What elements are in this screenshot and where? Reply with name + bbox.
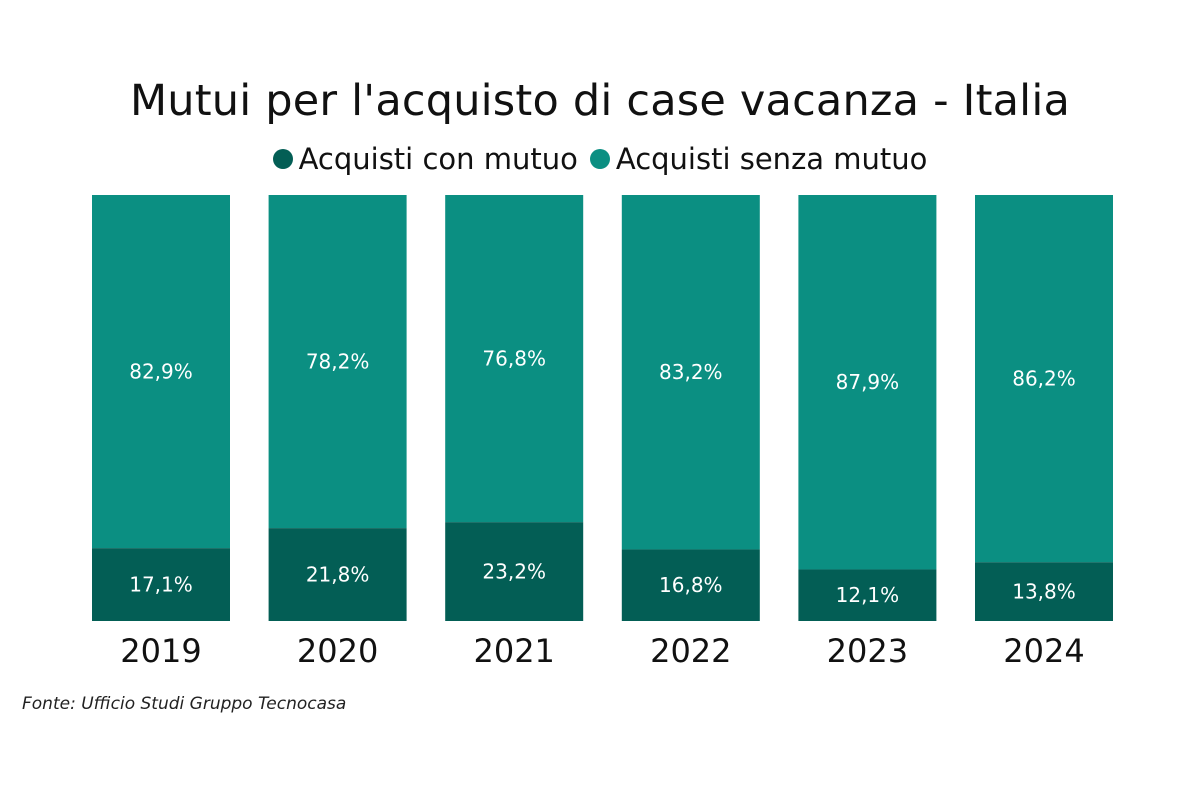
- data-label-senza-mutuo-2020: 78,2%: [306, 350, 370, 374]
- legend-label-senza-mutuo: Acquisti senza mutuo: [615, 142, 928, 176]
- x-tick-label-2022: 2022: [650, 632, 731, 670]
- data-label-con-mutuo-2020: 21,8%: [306, 563, 370, 587]
- legend-marker-senza-mutuo: [589, 149, 610, 169]
- data-label-con-mutuo-2019: 17,1%: [129, 573, 193, 597]
- data-label-con-mutuo-2023: 12,1%: [836, 583, 900, 607]
- bar-senza-mutuo-2019: [92, 195, 230, 549]
- bar-con-mutuo-2021: [445, 522, 584, 621]
- data-label-con-mutuo-2021: 23,2%: [482, 560, 546, 584]
- bar-con-mutuo-2022: [621, 549, 760, 621]
- x-tick-label-2021: 2021: [473, 632, 554, 670]
- data-label-senza-mutuo-2024: 86,2%: [1012, 367, 1076, 391]
- bar-senza-mutuo-2024: [975, 195, 1113, 563]
- data-label-con-mutuo-2022: 16,8%: [659, 573, 723, 597]
- data-label-senza-mutuo-2019: 82,9%: [129, 360, 193, 384]
- bar-con-mutuo-2023: [798, 569, 937, 621]
- x-tick-label-2024: 2024: [1003, 632, 1084, 670]
- legend-marker-con-mutuo: [272, 149, 293, 169]
- x-tick-label-2020: 2020: [297, 632, 378, 670]
- chart-title: Mutui per l'acquisto di case vacanza - I…: [129, 76, 1071, 126]
- legend-item-con-mutuo: Acquisti con mutuo: [272, 142, 578, 176]
- bar-senza-mutuo-2023: [798, 195, 937, 570]
- source-note: Fonte: Ufficio Studi Gruppo Tecnocasa: [22, 694, 347, 714]
- x-tick-label-2023: 2023: [827, 632, 908, 670]
- bar-senza-mutuo-2020: [268, 195, 407, 529]
- legend-label-con-mutuo: Acquisti con mutuo: [298, 142, 578, 176]
- legend: Acquisti con mutuo Acquisti senza mutuo: [0, 142, 1200, 176]
- x-tick-label-2019: 2019: [120, 632, 201, 670]
- bar-con-mutuo-2019: [92, 548, 230, 621]
- bar-senza-mutuo-2022: [621, 195, 760, 550]
- legend-item-senza-mutuo: Acquisti senza mutuo: [589, 142, 928, 176]
- bar-con-mutuo-2024: [975, 562, 1113, 621]
- data-label-con-mutuo-2024: 13,8%: [1012, 580, 1076, 604]
- bar-con-mutuo-2020: [268, 528, 407, 621]
- data-label-senza-mutuo-2023: 87,9%: [836, 370, 900, 394]
- data-label-senza-mutuo-2022: 83,2%: [659, 360, 723, 384]
- data-label-senza-mutuo-2021: 76,8%: [482, 347, 546, 371]
- bar-senza-mutuo-2021: [445, 195, 584, 523]
